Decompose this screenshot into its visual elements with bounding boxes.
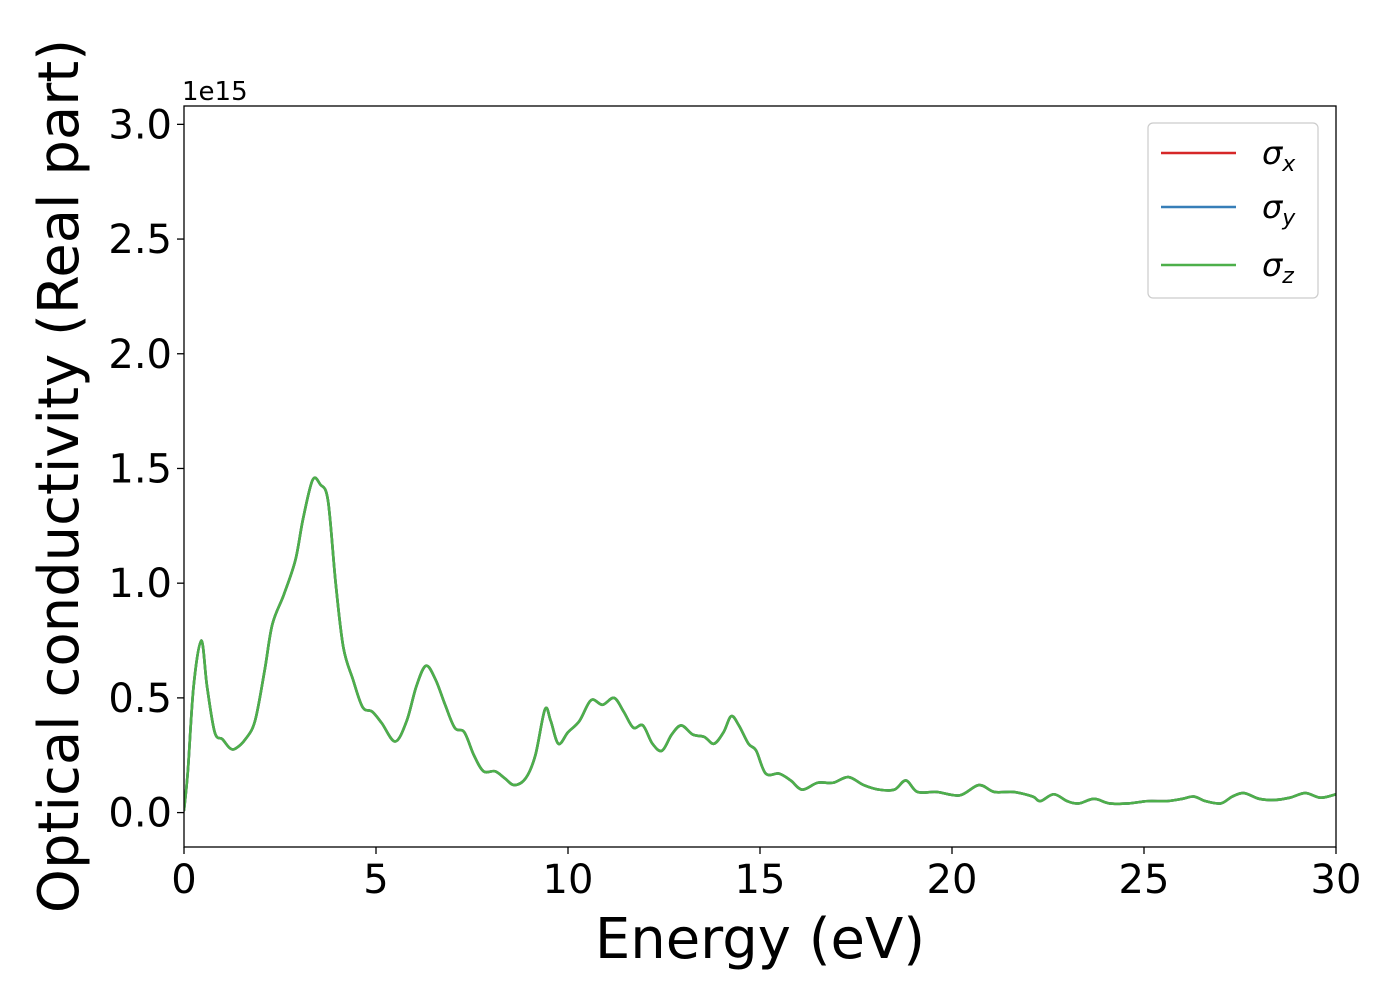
x-axis-title: Energy (eV) [595,907,925,972]
series-line-z [184,476,1336,812]
x-tick-label: 10 [543,857,594,903]
legend-box [1147,122,1319,299]
series-layer [184,476,1336,812]
x-tick-label: 30 [1311,857,1362,903]
x-tick-label: 25 [1119,857,1170,903]
y-tick-label: 0.0 [108,791,172,837]
x-tick-label: 20 [927,857,978,903]
y-tick-label: 0.5 [108,676,172,722]
y-tick-label: 1.0 [108,561,172,607]
x-tick-label: 5 [363,857,388,903]
x-axis: 0 5 10 15 20 25 30 [171,847,1361,903]
legend-label: σy [1262,188,1296,231]
x-tick-label: 15 [735,857,786,903]
legend: σx σy σz [1147,122,1319,299]
y-tick-label: 2.5 [108,217,172,263]
y-tick-label: 3.0 [108,102,172,148]
y-offset-label: 1e15 [182,77,248,107]
y-tick-label: 1.5 [108,446,172,492]
legend-label: σz [1262,246,1294,289]
y-axis-title: Optical conductivity (Real part) [27,39,92,913]
legend-label: σx [1262,134,1296,177]
y-tick-label: 2.0 [108,332,172,378]
x-tick-label: 0 [171,857,196,903]
y-axis: 0.0 0.5 1.0 1.5 2.0 2.5 3.0 [108,102,184,837]
